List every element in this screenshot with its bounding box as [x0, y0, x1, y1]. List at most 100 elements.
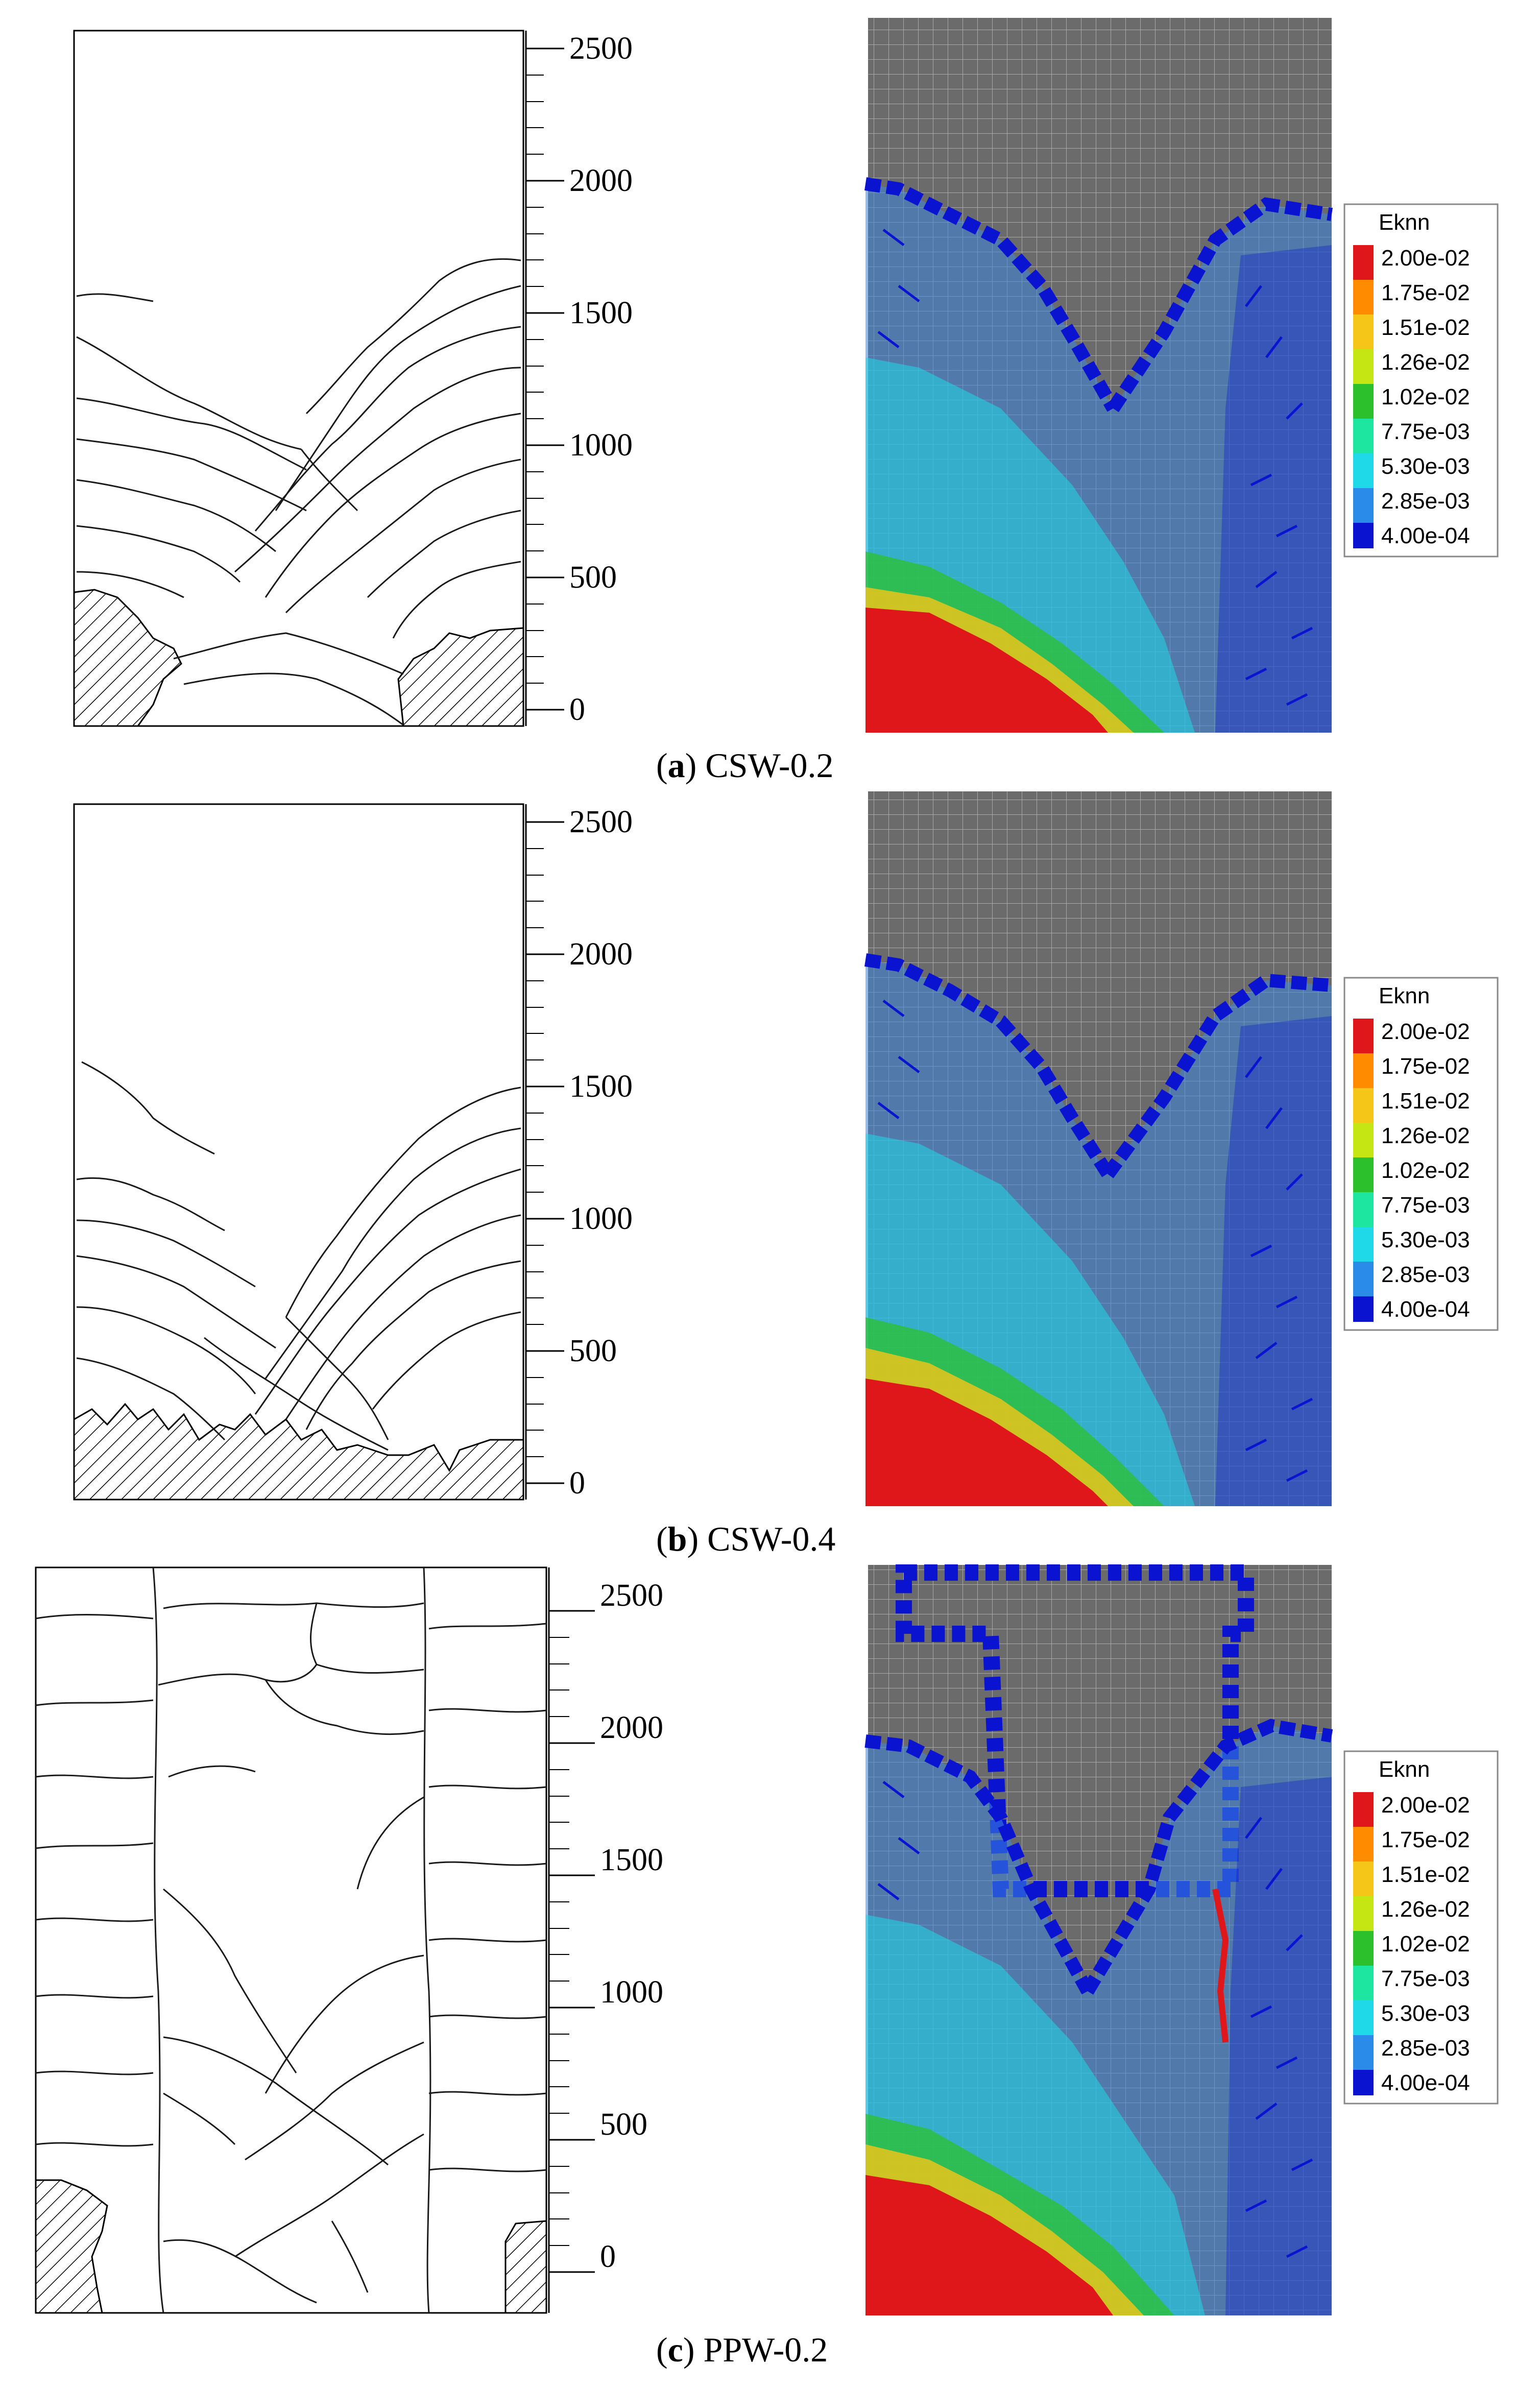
legend-label: 2.85e-03 [1381, 2036, 1470, 2061]
crack-lines-a [76, 258, 521, 726]
tick-label-2000: 2000 [569, 937, 633, 972]
legend-label: 2.00e-02 [1381, 1793, 1470, 1818]
legend-label: 5.30e-03 [1381, 2001, 1470, 2026]
crushed-zone-left [73, 589, 182, 727]
legend-swatch [1353, 1157, 1374, 1192]
legend-swatches [1353, 1792, 1374, 2095]
legend-swatch [1353, 1862, 1374, 1896]
height-axis-b [525, 804, 564, 1500]
tick-label-2500: 2500 [569, 805, 633, 839]
legend-swatch [1353, 453, 1374, 488]
legend-swatch [1353, 488, 1374, 523]
blue-crack-band-right [1081, 1719, 1333, 1995]
tick-label-2000: 2000 [569, 163, 633, 198]
legend-label: 2.00e-02 [1381, 1019, 1470, 1044]
tick-label-500: 500 [600, 2107, 647, 2142]
legend-swatch [1353, 523, 1374, 548]
legend-label: 1.26e-02 [1381, 350, 1470, 375]
crushed-zone-right [504, 2220, 547, 2314]
tick-label-0: 0 [569, 1466, 585, 1501]
panel-b: 2500 2000 1500 1000 500 0 [73, 791, 1499, 1558]
tick-label-500: 500 [569, 560, 617, 595]
height-axis-c [548, 1567, 595, 2313]
red-zone [865, 1379, 1108, 1506]
tick-label-2000: 2000 [600, 1710, 663, 1745]
crack-sketch-b [73, 803, 524, 1501]
tick-label-1500: 1500 [569, 296, 633, 330]
crack-vectors-c [877, 1781, 1313, 2258]
legend-label: 5.30e-03 [1381, 454, 1470, 479]
legend-swatch [1353, 1827, 1374, 1862]
legend-label: 1.75e-02 [1381, 280, 1470, 305]
crack-lines-c [35, 1567, 547, 2313]
tick-label-1500: 1500 [569, 1069, 633, 1104]
legend-label: 2.85e-03 [1381, 489, 1470, 514]
blue-crack-band-left [864, 1734, 1094, 1995]
legend-b: Eknn 2.00e-02 1.75e-02 1.51e-02 1.26e-02… [1343, 977, 1499, 1331]
legend-label: 7.75e-03 [1381, 1193, 1470, 1218]
legend-label: 1.51e-02 [1381, 1862, 1470, 1887]
blue-crack-zone-right [1225, 1777, 1332, 2315]
legend-label: 1.75e-02 [1381, 1827, 1470, 1852]
legend-swatch [1353, 1896, 1374, 1931]
legend-label: 1.51e-02 [1381, 1089, 1470, 1114]
legend-label: 2.00e-02 [1381, 246, 1470, 271]
legend-swatch [1353, 1053, 1374, 1088]
legend-label: 4.00e-04 [1381, 1297, 1470, 1322]
panel-a: 2500 2000 1500 1000 500 0 [73, 18, 1499, 785]
legend-label: 1.02e-02 [1381, 1158, 1470, 1183]
legend-labels: 2.00e-02 1.75e-02 1.51e-02 1.26e-02 1.02… [1381, 1019, 1470, 1322]
tick-label-1000: 1000 [569, 1201, 633, 1236]
legend-swatch [1353, 1227, 1374, 1262]
legend-label: 7.75e-03 [1381, 419, 1470, 444]
crushed-zone-right [397, 627, 524, 727]
fe-strain-plot-a [864, 18, 1333, 733]
wall-outline [73, 30, 524, 727]
legend-swatch [1353, 1123, 1374, 1157]
tick-label-1000: 1000 [600, 1975, 663, 2010]
tick-label-2500: 2500 [569, 31, 633, 66]
crushed-zone-left [35, 2179, 108, 2314]
legend-label: 2.85e-03 [1381, 1262, 1470, 1287]
legend-swatch [1353, 1019, 1374, 1053]
legend-c: Eknn 2.00e-02 1.75e-02 1.51e-02 1.26e-02… [1343, 1750, 1499, 2105]
legend-swatch [1353, 315, 1374, 349]
legend-label: 1.26e-02 [1381, 1897, 1470, 1922]
legend-label: 1.02e-02 [1381, 1931, 1470, 1957]
tick-label-2500: 2500 [600, 1578, 663, 1613]
crack-sketch-a [73, 30, 524, 727]
legend-label: 4.00e-04 [1381, 523, 1470, 548]
legend-title: Eknn [1379, 983, 1430, 1008]
height-axis-labels-c: 2500 2000 1500 1000 500 0 [600, 1578, 663, 2274]
fe-strain-plot-c [864, 1564, 1333, 2315]
legend-swatch [1353, 280, 1374, 315]
legend-labels: 2.00e-02 1.75e-02 1.51e-02 1.26e-02 1.02… [1381, 1793, 1470, 2095]
legend-swatch [1353, 1088, 1374, 1123]
legend-swatch [1353, 384, 1374, 419]
legend-swatch [1353, 1792, 1374, 1827]
blue-crack-band-right [1108, 197, 1333, 413]
legend-label: 4.00e-04 [1381, 2070, 1470, 2095]
legend-swatch [1353, 1296, 1374, 1322]
legend-swatches [1353, 245, 1374, 548]
legend-label: 1.26e-02 [1381, 1123, 1470, 1148]
tick-label-0: 0 [569, 692, 585, 727]
legend-title: Eknn [1379, 210, 1430, 235]
legend-title: Eknn [1379, 1757, 1430, 1782]
tick-label-500: 500 [569, 1334, 617, 1368]
height-axis-a [525, 31, 564, 726]
legend-swatch [1353, 1931, 1374, 1966]
legend-swatch [1353, 245, 1374, 280]
fe-strain-plot-b [864, 791, 1333, 1506]
crushed-zone-bottom [73, 1403, 524, 1501]
panel-caption-b: (b) CSW-0.4 [656, 1519, 835, 1558]
tick-label-1000: 1000 [569, 428, 633, 463]
tick-label-0: 0 [600, 2239, 616, 2274]
red-streak-right [1212, 1888, 1229, 2043]
crack-lines-b [76, 1061, 521, 1451]
blue-crack-zone-right [1215, 1016, 1332, 1506]
legend-swatches [1353, 1019, 1374, 1322]
panel-c: 2500 2000 1500 1000 500 0 [35, 1564, 1499, 2369]
panel-caption-a: (a) CSW-0.2 [656, 746, 834, 785]
